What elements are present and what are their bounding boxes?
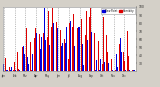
- Legend: Dew Point, Humidity: Dew Point, Humidity: [101, 8, 135, 14]
